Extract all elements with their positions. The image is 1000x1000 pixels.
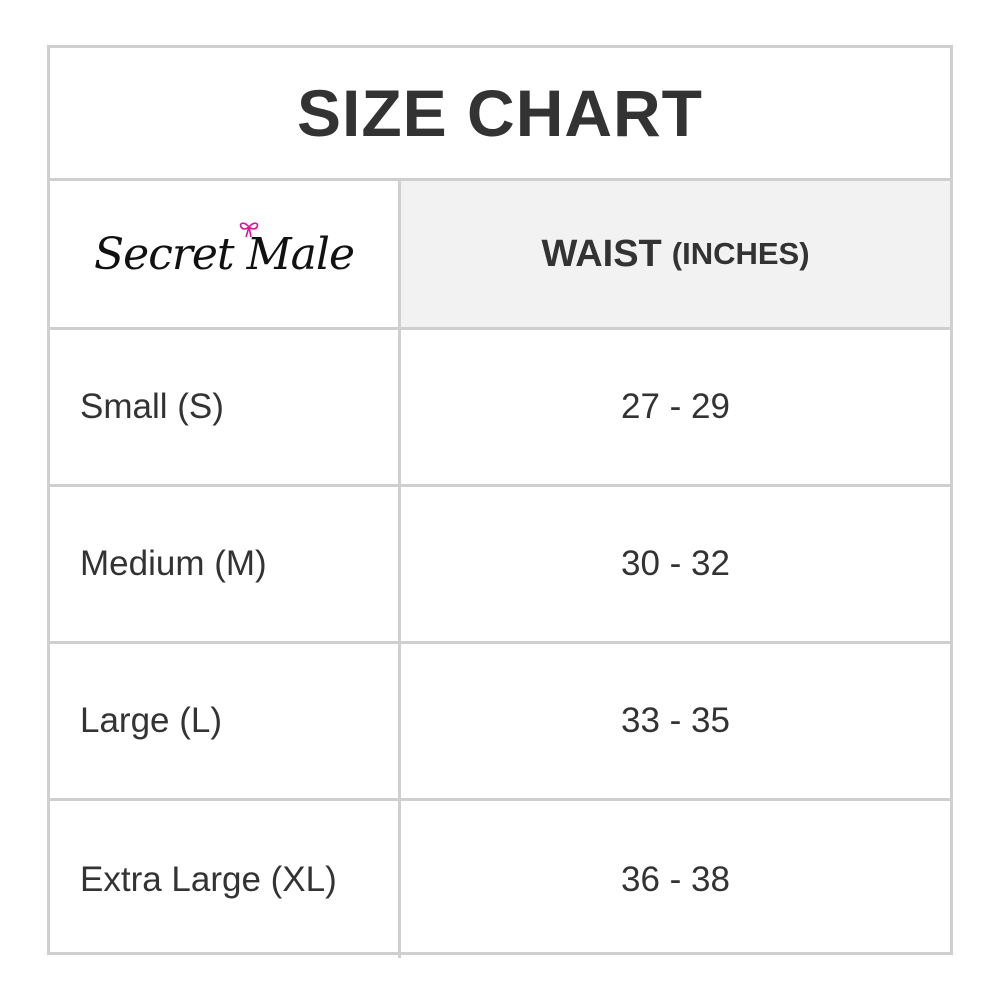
- waist-label: WAIST: [541, 232, 662, 275]
- waist-cell: 33 - 35: [621, 701, 730, 740]
- bow-icon: [239, 221, 259, 237]
- brand-logo-text: Secret Male: [94, 228, 355, 280]
- waist-cell: 30 - 32: [621, 544, 730, 583]
- waist-cell: 36 - 38: [621, 859, 730, 899]
- size-cell: Extra Large (XL): [50, 801, 401, 958]
- page-title: SIZE CHART: [50, 48, 950, 181]
- logo-cell: Secret Male: [50, 181, 401, 327]
- size-cell: Medium (M): [50, 487, 401, 641]
- waist-header: WAIST (INCHES): [401, 181, 950, 327]
- table-row: Extra Large (XL) 36 - 38: [50, 801, 950, 958]
- header-row: Secret Male WAIST (INCHES): [50, 181, 950, 330]
- table-row: Large (L) 33 - 35: [50, 644, 950, 801]
- size-chart-table: SIZE CHART Secret Male WAIST (INCHES) Sm…: [47, 45, 953, 958]
- table-row: Small (S) 27 - 29: [50, 330, 950, 487]
- waist-unit: (INCHES): [671, 236, 810, 271]
- size-cell: Small (S): [50, 330, 401, 484]
- size-cell: Large (L): [50, 644, 401, 798]
- table-row: Medium (M) 30 - 32: [50, 487, 950, 644]
- waist-cell: 27 - 29: [621, 387, 730, 426]
- brand-logo: Secret Male: [94, 221, 355, 280]
